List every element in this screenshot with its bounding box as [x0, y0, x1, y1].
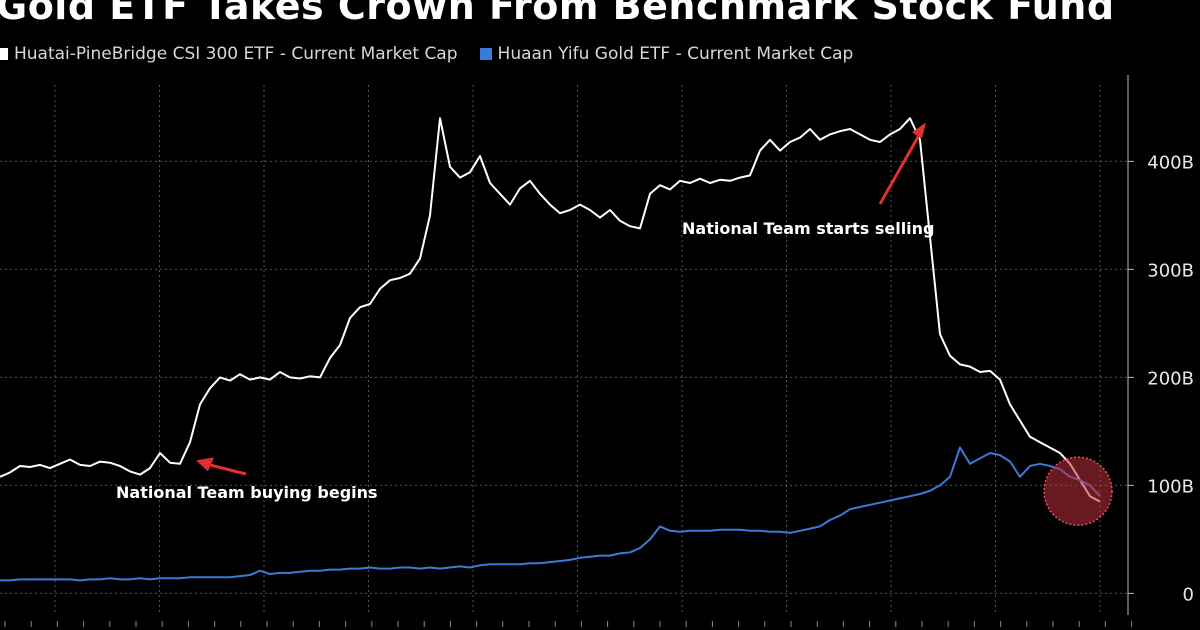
chart-title: Gold ETF Takes Crown From Benchmark Stoc… — [0, 0, 1115, 28]
highlight-circle — [1043, 456, 1113, 526]
annotation-selling: National Team starts selling — [682, 219, 935, 238]
legend-swatch-csi300 — [0, 48, 8, 60]
y-tick-label: 0 — [1183, 584, 1194, 605]
legend-label-csi300: Huatai-PineBridge CSI 300 ETF - Current … — [14, 44, 458, 64]
arrowhead-selling — [912, 122, 926, 139]
series-lines — [0, 117, 1101, 582]
y-tick-label: 300B — [1147, 260, 1194, 281]
y-tick-label: 200B — [1147, 368, 1194, 389]
y-tick-label: 400B — [1147, 152, 1194, 173]
grid-lines — [0, 85, 1128, 615]
legend-swatch-gold — [479, 48, 492, 60]
legend-label-gold: Huaan Yifu Gold ETF - Current Market Cap — [497, 44, 854, 64]
arrowhead-buying — [196, 457, 214, 472]
y-axis: 0 100B 200B 300B 400B — [4, 75, 1194, 627]
chart-legend: Huatai-PineBridge CSI 300 ETF - Current … — [0, 44, 853, 64]
y-tick-label: 100B — [1147, 476, 1194, 497]
series-line-csi300 — [0, 117, 1101, 503]
arrow-selling — [878, 125, 926, 205]
legend-item-gold: Huaan Yifu Gold ETF - Current Market Cap — [479, 44, 854, 64]
annotation-buying: National Team buying begins — [116, 483, 378, 502]
series-line-gold — [0, 446, 1101, 582]
legend-item-csi300: Huatai-PineBridge CSI 300 ETF - Current … — [0, 44, 458, 64]
annotations: National Team buying begins National Team… — [116, 122, 1113, 526]
